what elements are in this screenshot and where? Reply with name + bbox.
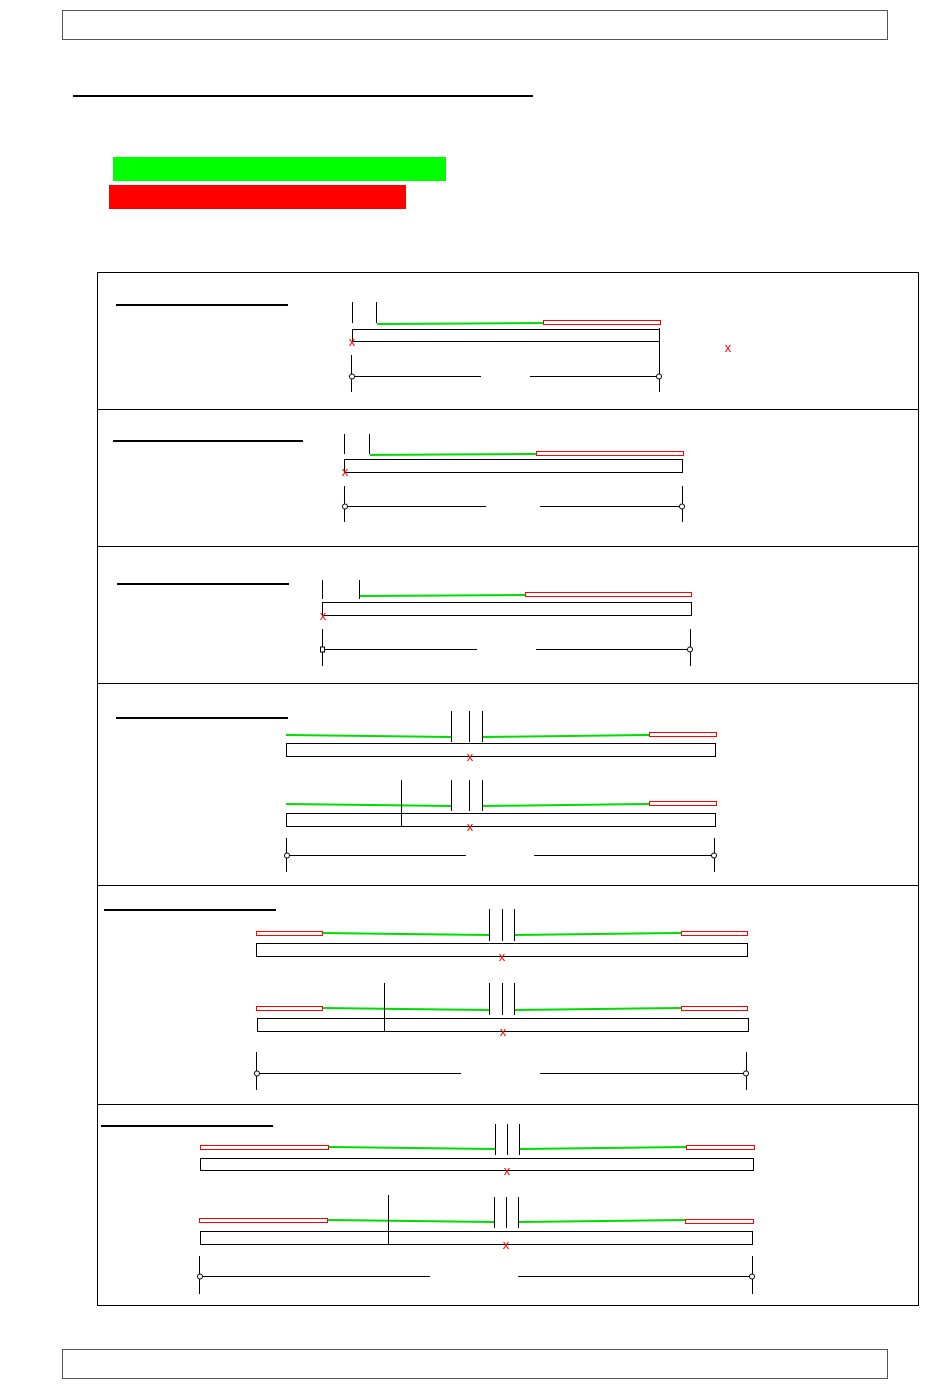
red-segment xyxy=(200,1145,329,1150)
member-bar xyxy=(200,1158,754,1171)
green-segment xyxy=(322,932,490,936)
title-underline xyxy=(73,95,533,97)
dim-end xyxy=(687,646,693,653)
dim-end xyxy=(656,373,662,380)
panel-2: x xyxy=(113,434,685,522)
x-marker: x xyxy=(342,464,349,479)
green-segment xyxy=(322,1007,490,1011)
red-segment xyxy=(686,1145,755,1150)
dim-end xyxy=(320,646,325,653)
header-frame xyxy=(62,10,888,40)
green-segment xyxy=(518,1219,686,1223)
member-bar xyxy=(322,602,692,616)
red-segment xyxy=(543,320,661,325)
green-segment xyxy=(327,1219,495,1223)
member-bar xyxy=(200,1231,753,1245)
member-bar xyxy=(256,943,748,957)
panel-6: x x xyxy=(101,1124,755,1294)
panel-5: x x xyxy=(104,909,749,1090)
dim-end xyxy=(284,852,290,859)
member-bar xyxy=(286,813,716,827)
x-marker: x xyxy=(499,949,506,964)
dim-end xyxy=(349,373,355,380)
red-segment xyxy=(649,732,717,737)
green-segment xyxy=(369,453,537,456)
green-segment xyxy=(519,1146,687,1150)
x-marker: x xyxy=(467,749,474,764)
member-bar xyxy=(344,459,683,473)
member-bar xyxy=(286,743,716,757)
panel-4: x x xyxy=(116,711,717,872)
x-marker: x xyxy=(500,1024,507,1039)
dim-end xyxy=(254,1070,260,1077)
green-segment xyxy=(359,594,526,597)
legend-green-bar xyxy=(113,157,446,181)
red-segment xyxy=(536,451,684,456)
member-bar xyxy=(352,329,660,342)
green-segment xyxy=(514,1007,682,1011)
dim-end xyxy=(749,1273,755,1280)
red-segment xyxy=(681,931,748,936)
red-segment xyxy=(256,931,323,936)
dim-end xyxy=(743,1070,749,1077)
green-segment xyxy=(376,322,544,325)
dim-end xyxy=(197,1273,203,1280)
green-segment xyxy=(285,734,452,738)
red-segment xyxy=(256,1006,323,1011)
red-segment xyxy=(685,1219,754,1224)
x-marker: x xyxy=(349,334,356,349)
green-segment xyxy=(285,803,452,807)
legend-red-bar xyxy=(109,185,406,209)
dim-end xyxy=(342,503,348,510)
x-marker: x xyxy=(503,1237,510,1252)
red-segment xyxy=(681,1006,748,1011)
x-marker: x xyxy=(467,819,474,834)
red-segment xyxy=(649,801,717,806)
red-segment xyxy=(199,1218,328,1223)
green-segment xyxy=(482,734,650,738)
panel-3: x xyxy=(117,580,693,666)
x-marker: x xyxy=(320,608,327,623)
member-bar xyxy=(257,1018,749,1032)
dim-end xyxy=(711,852,717,859)
x-marker: x xyxy=(725,340,732,355)
green-segment xyxy=(514,932,682,936)
green-segment xyxy=(482,803,650,807)
dim-end xyxy=(679,503,685,510)
x-marker: x xyxy=(504,1163,511,1178)
panel-1: x x xyxy=(116,302,732,392)
red-segment xyxy=(525,592,692,597)
green-segment xyxy=(328,1146,496,1150)
footer-frame xyxy=(62,1349,888,1379)
panel-dividers xyxy=(97,409,919,1105)
